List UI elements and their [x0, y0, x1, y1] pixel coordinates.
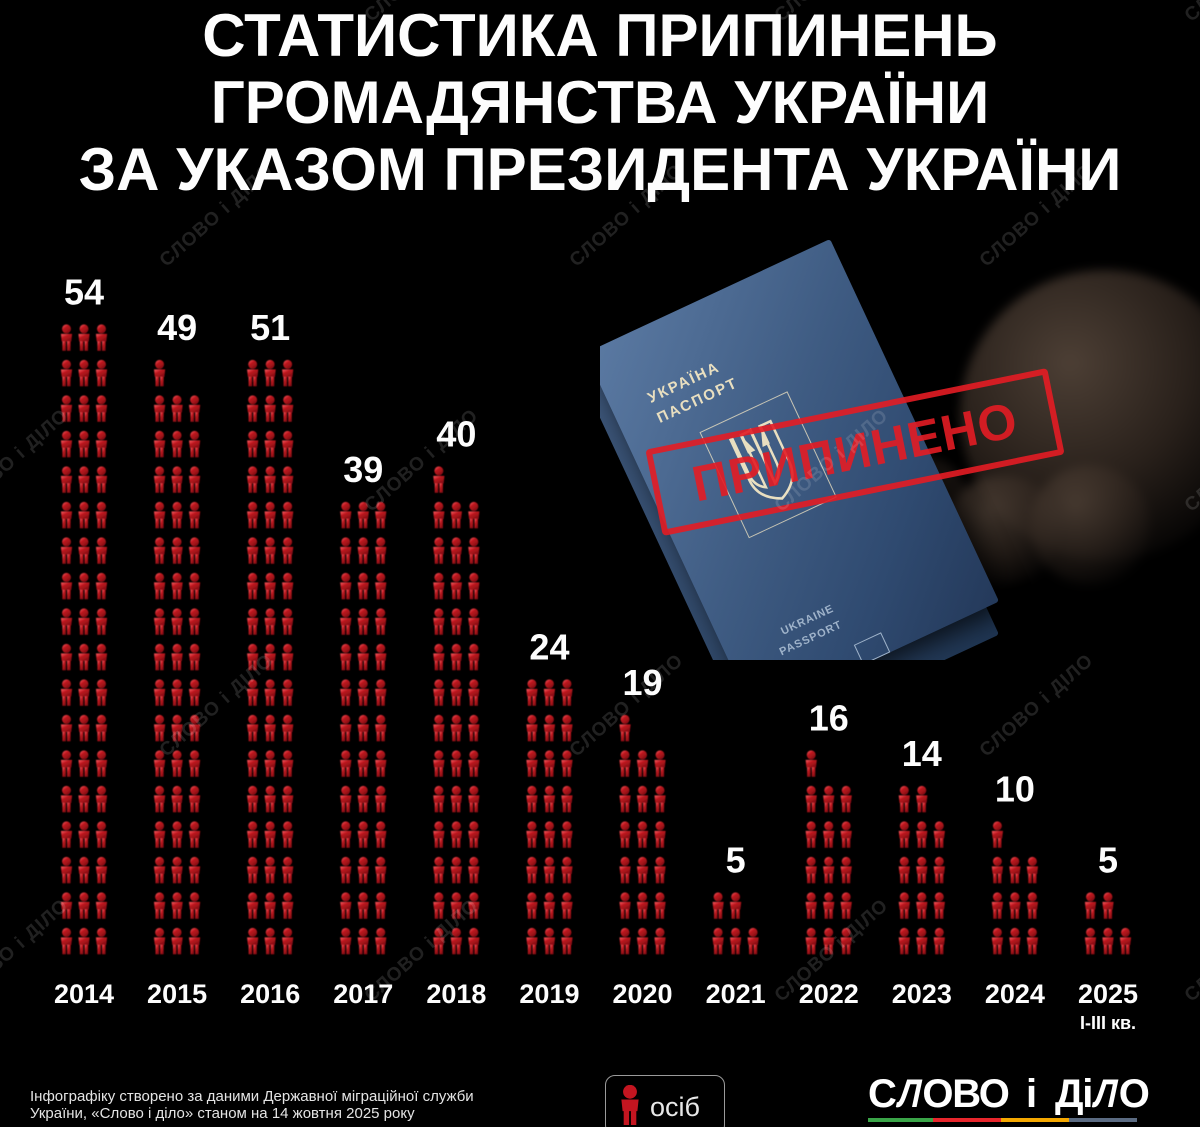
svg-text:2017: 2017 [333, 979, 393, 1009]
svg-text:19: 19 [623, 662, 663, 703]
svg-text:I-III кв.: I-III кв. [1080, 1013, 1136, 1033]
svg-text:5: 5 [1098, 840, 1118, 881]
svg-text:2018: 2018 [426, 979, 486, 1009]
svg-text:10: 10 [995, 769, 1035, 810]
svg-text:2016: 2016 [240, 979, 300, 1009]
svg-text:2020: 2020 [613, 979, 673, 1009]
svg-text:2024: 2024 [985, 979, 1045, 1009]
svg-text:40: 40 [436, 414, 476, 455]
svg-text:2015: 2015 [147, 979, 207, 1009]
svg-text:2025: 2025 [1078, 979, 1138, 1009]
svg-text:2023: 2023 [892, 979, 952, 1009]
svg-text:51: 51 [250, 307, 290, 348]
svg-text:2021: 2021 [706, 979, 766, 1009]
svg-text:5: 5 [726, 840, 746, 881]
svg-text:24: 24 [529, 627, 569, 668]
svg-text:39: 39 [343, 449, 383, 490]
svg-text:16: 16 [809, 698, 849, 739]
svg-text:2014: 2014 [54, 979, 114, 1009]
svg-text:14: 14 [902, 733, 942, 774]
svg-text:2022: 2022 [799, 979, 859, 1009]
svg-text:49: 49 [157, 307, 197, 348]
svg-text:2019: 2019 [519, 979, 579, 1009]
svg-text:54: 54 [64, 272, 104, 313]
